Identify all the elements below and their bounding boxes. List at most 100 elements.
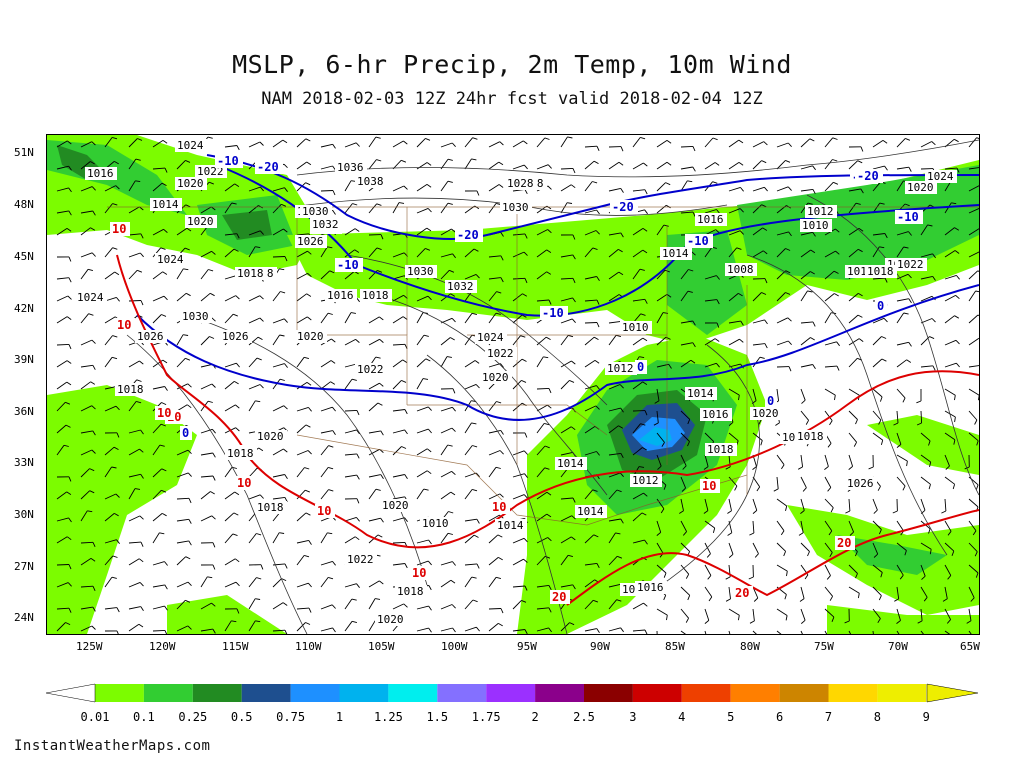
wind-barb — [512, 558, 524, 566]
wind-barb — [344, 621, 353, 632]
wind-barb-flag — [139, 360, 144, 365]
colorbar-segment — [486, 684, 536, 702]
wind-barb — [800, 231, 813, 236]
wind-barb — [296, 582, 309, 588]
wind-barb — [824, 476, 832, 488]
wind-barb-flag — [471, 158, 477, 161]
wind-barb — [584, 160, 595, 170]
wind-barb-flag — [714, 338, 720, 342]
wind-barb-flag — [727, 532, 733, 536]
temperature-label: 20 — [835, 536, 855, 550]
wind-barb — [536, 387, 550, 390]
wind-barb-flag — [857, 248, 863, 253]
wind-barb — [440, 337, 451, 346]
wind-barb — [536, 249, 547, 258]
colorbar-label: 1.75 — [471, 710, 501, 724]
wind-barb — [368, 382, 380, 390]
isobar-label-text: 1032 — [447, 280, 474, 293]
wind-barb — [800, 520, 804, 533]
wind-barb — [488, 141, 500, 148]
isobar-label-bg — [300, 205, 332, 218]
wind-barb — [344, 409, 358, 412]
wind-barb-flag — [476, 563, 480, 569]
wind-barb-flag — [284, 256, 288, 262]
wind-barb — [128, 180, 136, 192]
wind-barb — [392, 429, 405, 434]
wind-barb-flag — [520, 335, 526, 338]
wind-barb — [632, 447, 643, 456]
wind-barb-flag — [164, 605, 168, 611]
wind-barb — [56, 187, 69, 192]
wind-barb-flag — [256, 577, 262, 580]
wind-barb — [104, 607, 117, 610]
wind-barb-flag — [785, 159, 791, 163]
temperature-label-text: -10 — [337, 258, 359, 272]
wind-barb — [728, 586, 731, 599]
wind-barb — [896, 388, 906, 399]
wind-barb — [128, 488, 136, 500]
wind-barb — [896, 454, 908, 462]
wind-barb-flag — [953, 138, 959, 143]
wind-barb — [752, 204, 762, 214]
isobar-label: 1010 — [620, 321, 652, 334]
wind-barb-flag — [975, 484, 979, 490]
wind-barb-flag — [830, 507, 834, 513]
wind-barb-flag — [596, 146, 600, 151]
wind-barb-flag — [548, 299, 552, 305]
wind-barb-flag — [595, 405, 600, 410]
wind-barb — [392, 409, 405, 412]
wind-barb-flag — [351, 598, 357, 601]
isobar-label-bg — [195, 165, 227, 178]
temperature-label-bg — [410, 566, 430, 580]
wind-barb — [416, 470, 428, 478]
wind-barb — [968, 365, 979, 368]
wind-barb — [176, 518, 189, 522]
wind-barb — [704, 275, 717, 280]
wind-barb — [584, 181, 593, 192]
wind-barb — [272, 474, 285, 478]
wind-barb — [944, 476, 955, 485]
isobar-label-bg — [355, 363, 387, 376]
isobar-label-bg — [115, 383, 147, 396]
wind-barb-flag — [208, 269, 214, 272]
wind-barb-flag — [521, 599, 527, 603]
wind-barb — [584, 489, 594, 500]
isobar-label-text: 1018 — [362, 289, 389, 302]
wind-barb-flag — [375, 356, 381, 359]
wind-barb-flag — [283, 228, 288, 233]
isobar-line — [426, 354, 568, 634]
wind-barb — [440, 253, 453, 258]
isobar-label-bg — [375, 613, 407, 626]
wind-barb — [176, 449, 189, 456]
wind-barb — [512, 473, 525, 478]
wind-barb — [800, 249, 811, 258]
temperature-label-bg — [610, 200, 638, 214]
wind-barb — [368, 517, 381, 522]
isobar-label-bg — [555, 457, 587, 470]
wind-barb-flag — [499, 141, 504, 146]
wind-barb-flag — [332, 627, 336, 633]
wind-barb-flag — [521, 314, 527, 318]
wind-barb-flag — [401, 379, 407, 383]
wind-barb-flag — [975, 290, 979, 293]
wind-barb — [680, 520, 687, 532]
wind-barb-flag — [855, 202, 861, 205]
wind-barb — [128, 623, 140, 632]
wind-barb — [752, 476, 761, 488]
temperature-label: 0 — [765, 394, 777, 408]
wind-barb-flag — [379, 316, 384, 321]
temperature-label: 0 — [875, 299, 887, 313]
wind-barb — [896, 312, 905, 324]
wind-barb — [368, 430, 381, 434]
wind-barb — [608, 555, 618, 566]
wind-barb-flag — [135, 180, 141, 183]
wind-barb-flag — [283, 405, 288, 410]
wind-barb — [200, 452, 213, 456]
isobar-label: 1020 — [255, 430, 287, 443]
wind-barb-flag — [185, 599, 191, 603]
wind-barb — [104, 493, 117, 500]
wind-barb-flag — [211, 250, 216, 255]
wind-barb-flag — [427, 406, 432, 411]
wind-barb-flag — [162, 140, 168, 144]
wind-barb — [320, 577, 329, 588]
